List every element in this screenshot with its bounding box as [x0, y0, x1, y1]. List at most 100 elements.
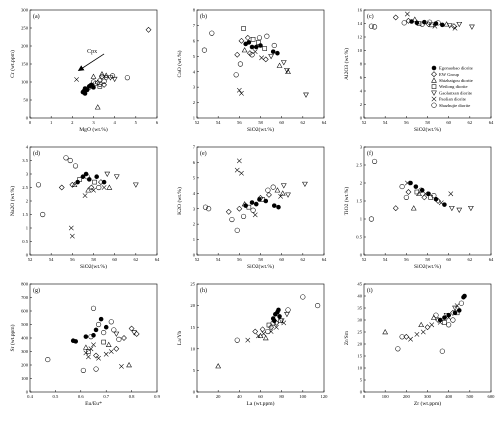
- data-point-circle: [35, 182, 42, 188]
- data-point-cross: [420, 329, 426, 335]
- data-point-square: [92, 179, 97, 185]
- data-point-cross: [68, 225, 74, 231]
- x-tick-label: 54: [383, 257, 388, 262]
- x-tick-label: 0: [363, 394, 366, 399]
- data-point-circle: [399, 334, 405, 340]
- data-point-circle: [285, 307, 291, 313]
- y-tick-label: 45: [357, 282, 362, 287]
- x-tick-label: 56: [70, 257, 75, 262]
- data-point-down-triangle: [302, 181, 308, 187]
- x-tick-label: 60: [446, 120, 451, 125]
- data-point-cross: [91, 342, 96, 348]
- data-point-circle: [63, 155, 69, 161]
- data-point-cross: [101, 185, 107, 190]
- data-point-diamond: [93, 352, 99, 359]
- data-point-circle: [435, 20, 441, 26]
- data-point-filled-circle: [83, 334, 89, 339]
- data-point-diamond: [435, 317, 441, 323]
- data-point-triangle: [106, 184, 113, 190]
- x-tick-label: 64: [322, 120, 327, 125]
- data-point-circle: [96, 184, 102, 191]
- x-tick-label: 64: [155, 257, 160, 262]
- y-tick-label: 4: [360, 89, 363, 94]
- data-point-down-triangle: [284, 312, 290, 318]
- x-tick-label: 4: [114, 120, 117, 125]
- data-point-circle: [72, 163, 79, 169]
- y-tick-label: 400: [21, 336, 29, 341]
- y-tick-label: 1: [360, 217, 363, 222]
- data-point-circle: [86, 84, 92, 90]
- x-tick-label: 300: [424, 394, 432, 399]
- data-point-cross: [452, 25, 458, 31]
- panel-d: 52 54 56 58 60 62 64 0 0.5 1 1.5 2 2.5 3 3.5 4 (d) SiO2(w…: [9, 145, 160, 270]
- data-point-diamond: [405, 17, 412, 24]
- panel-label: (c): [367, 13, 374, 20]
- x-tick-label: 58: [258, 120, 263, 125]
- y-tick-label: 10: [190, 346, 195, 351]
- data-point-circle: [233, 72, 239, 78]
- data-point-down-triangle: [284, 67, 290, 74]
- data-point-triangle: [105, 341, 112, 347]
- data-point-filled-circle: [440, 22, 445, 28]
- y-tick-label: 16: [357, 8, 362, 13]
- y-tick-label: 35: [357, 306, 362, 311]
- x-tick-label: 60: [279, 120, 284, 125]
- data-point-circle: [234, 227, 240, 233]
- data-point-diamond: [225, 208, 232, 215]
- plot-frame: [196, 9, 325, 119]
- data-point-down-triangle: [132, 182, 139, 188]
- y-tick-label: 2.5: [22, 185, 28, 190]
- data-point-circle: [265, 187, 271, 193]
- data-point-circle: [270, 184, 276, 190]
- data-point-filled-circle: [83, 171, 89, 177]
- data-point-cross: [252, 212, 258, 218]
- legend-entry: Shazhujie diorite: [439, 103, 470, 108]
- y-tick-label: 1: [26, 226, 29, 231]
- legend-marker-down-triangle: [431, 90, 437, 96]
- y-tick-label: 500: [21, 322, 29, 327]
- data-point-diamond: [424, 324, 431, 331]
- panel-label: (b): [200, 13, 207, 20]
- y-tick-label: 3.5: [22, 158, 28, 163]
- data-point-circle: [427, 19, 433, 25]
- x-axis-label: MgO (wt.%): [79, 126, 108, 133]
- data-point-triangle: [418, 321, 425, 327]
- data-point-circle: [403, 194, 409, 200]
- x-tick-label: 600: [488, 394, 496, 399]
- data-point-filled-circle: [81, 88, 87, 94]
- data-point-diamond: [392, 14, 399, 21]
- data-point-circle: [108, 319, 114, 325]
- data-point-cross: [259, 55, 264, 61]
- data-point-cross: [281, 320, 287, 326]
- y-tick-label: 800: [21, 282, 29, 287]
- x-tick-label: 64: [322, 257, 327, 262]
- x-axis-label: SiO2(wt.%): [414, 126, 441, 133]
- data-point-cross: [74, 77, 79, 82]
- x-tick-label: 100: [299, 394, 307, 399]
- data-point-cross: [103, 351, 109, 357]
- data-point-circle: [202, 204, 209, 210]
- data-point-triangle: [103, 72, 110, 78]
- data-point-down-triangle: [280, 60, 287, 66]
- data-point-circle: [368, 216, 374, 222]
- plot-frame: [363, 9, 492, 119]
- x-tick-label: 58: [258, 257, 263, 262]
- x-tick-label: 64: [489, 257, 494, 262]
- data-point-cross: [446, 315, 452, 320]
- data-point-cross: [261, 331, 267, 337]
- y-tick-label: 0: [26, 116, 29, 121]
- data-point-cross: [429, 322, 435, 328]
- x-tick-label: 56: [237, 257, 242, 262]
- y-tick-label: 8: [193, 8, 196, 13]
- data-point-down-triangle: [448, 206, 455, 212]
- data-point-circle: [450, 317, 456, 323]
- x-tick-label: 52: [362, 120, 367, 125]
- legend-marker-square: [431, 84, 437, 89]
- data-point-circle: [431, 193, 437, 199]
- y-tick-label: 6: [193, 160, 196, 165]
- y-tick-label: 2: [193, 100, 196, 105]
- data-point-circle: [395, 346, 401, 352]
- data-point-circle: [206, 206, 212, 212]
- data-point-circle: [439, 348, 445, 354]
